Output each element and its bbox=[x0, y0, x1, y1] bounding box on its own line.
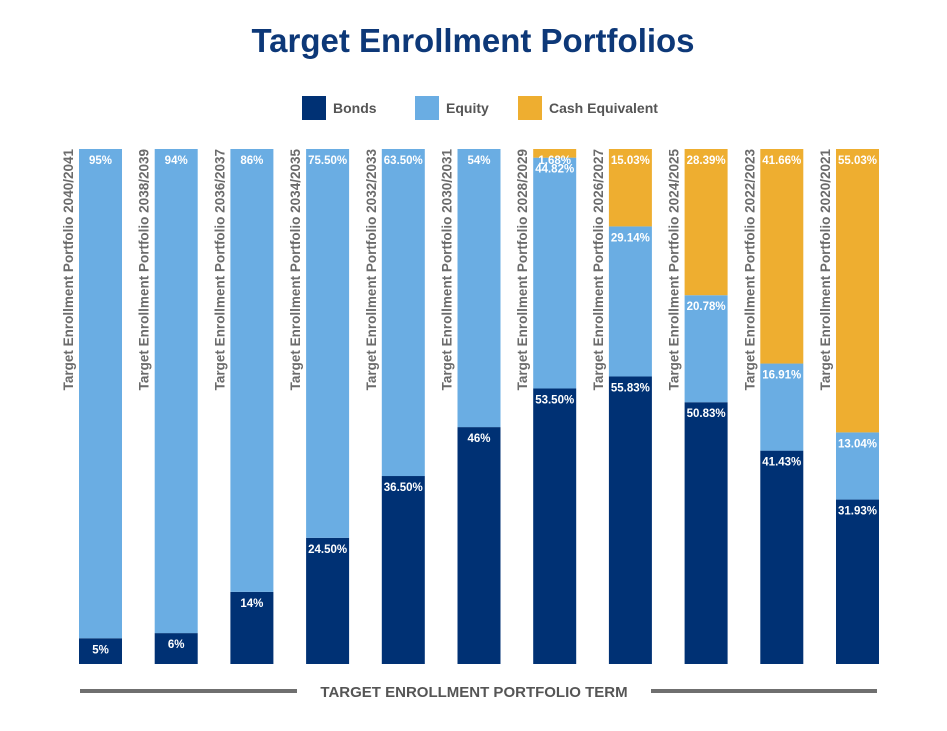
category-label: Target Enrollment Portfolio 2022/2023 bbox=[742, 149, 757, 391]
bar-segment-bonds bbox=[760, 450, 804, 664]
data-label-equity: 20.78% bbox=[687, 301, 726, 313]
legend-swatch-cash-equivalent bbox=[518, 96, 542, 120]
category-label: Target Enrollment Portfolio 2030/2031 bbox=[440, 149, 455, 391]
legend-label-cash-equivalent: Cash Equivalent bbox=[549, 100, 658, 116]
data-label-bonds: 6% bbox=[168, 639, 185, 651]
legend: Bonds Equity Cash Equivalent bbox=[302, 96, 658, 120]
bar-segment-equity bbox=[154, 149, 198, 634]
chart-title: Target Enrollment Portfolios bbox=[251, 22, 694, 59]
bar-segment-bonds bbox=[306, 537, 350, 664]
category-label: Target Enrollment Portfolio 2020/2021 bbox=[818, 149, 833, 391]
bar-segment-cash-equivalent bbox=[836, 149, 879, 433]
data-label-bonds: 31.93% bbox=[838, 506, 877, 518]
bar-segment-bonds bbox=[684, 402, 728, 664]
data-label-bonds: 5% bbox=[92, 644, 109, 656]
data-label-equity: 75.50% bbox=[308, 155, 347, 167]
bar-segment-cash-equivalent bbox=[684, 149, 728, 296]
bars-group: 5% 95% 6% 94% 14% 86% 24.50% 75.50% 36.50% 63.50%… bbox=[79, 149, 879, 664]
bar-segment-bonds bbox=[533, 388, 577, 664]
data-label-equity: 94% bbox=[165, 155, 188, 167]
data-label-bonds: 24.50% bbox=[308, 544, 347, 556]
data-label-bonds: 53.50% bbox=[535, 394, 574, 406]
x-axis-title: TARGET ENROLLMENT PORTFOLIO TERM bbox=[320, 684, 627, 701]
data-label-cash-equivalent: 15.03% bbox=[611, 155, 650, 167]
category-label: Target Enrollment Portfolio 2032/2033 bbox=[364, 149, 379, 391]
data-label-bonds: 55.83% bbox=[611, 382, 650, 394]
bar-segment-cash-equivalent bbox=[533, 149, 577, 158]
category-label: Target Enrollment Portfolio 2040/2041 bbox=[61, 149, 76, 391]
category-label: Target Enrollment Portfolio 2036/2037 bbox=[212, 149, 227, 390]
bar-segment-equity bbox=[381, 149, 425, 477]
data-label-bonds: 36.50% bbox=[384, 482, 423, 494]
bar-segment-equity bbox=[457, 149, 501, 428]
bar-segment-equity bbox=[230, 149, 274, 592]
data-label-equity: 86% bbox=[240, 155, 263, 167]
bar-segment-cash-equivalent bbox=[608, 149, 652, 227]
legend-label-bonds: Bonds bbox=[333, 100, 377, 116]
data-label-equity: 44.82% bbox=[535, 164, 574, 176]
legend-swatch-bonds bbox=[302, 96, 326, 120]
category-label: Target Enrollment Portfolio 2038/2039 bbox=[137, 149, 152, 390]
bar-segment-equity bbox=[306, 149, 350, 538]
bar-segment-equity bbox=[760, 363, 804, 451]
bar-segment-bonds bbox=[457, 427, 501, 664]
category-label: Target Enrollment Portfolio 2028/2029 bbox=[515, 149, 530, 390]
bar-segment-bonds bbox=[608, 376, 652, 664]
data-label-cash-equivalent: 55.03% bbox=[838, 155, 877, 167]
category-label: Target Enrollment Portfolio 2024/2025 bbox=[667, 149, 682, 391]
legend-swatch-equity bbox=[415, 96, 439, 120]
bar-segment-bonds bbox=[79, 638, 122, 664]
data-label-bonds: 41.43% bbox=[762, 457, 801, 469]
data-label-cash-equivalent: 28.39% bbox=[687, 155, 726, 167]
data-label-equity: 63.50% bbox=[384, 155, 423, 167]
data-label-equity: 95% bbox=[89, 155, 112, 167]
bar-segment-equity bbox=[684, 295, 728, 403]
data-label-equity: 16.91% bbox=[762, 370, 801, 382]
data-label-bonds: 46% bbox=[467, 433, 490, 445]
bar-segment-equity bbox=[79, 149, 122, 639]
bar-segment-equity bbox=[608, 226, 652, 377]
bar-segment-bonds bbox=[381, 476, 425, 664]
category-label: Target Enrollment Portfolio 2026/2027 bbox=[591, 149, 606, 390]
bar-segment-cash-equivalent bbox=[760, 149, 804, 364]
data-label-equity: 54% bbox=[467, 155, 490, 167]
data-label-equity: 13.04% bbox=[838, 438, 877, 450]
category-labels-group: Target Enrollment Portfolio 2040/2041 Tar… bbox=[61, 149, 833, 391]
data-label-cash-equivalent: 1.68% bbox=[538, 155, 571, 167]
bar-segment-equity bbox=[836, 432, 879, 500]
data-label-bonds: 50.83% bbox=[687, 408, 726, 420]
data-label-equity: 29.14% bbox=[611, 232, 650, 244]
data-label-bonds: 14% bbox=[240, 598, 263, 610]
category-label: Target Enrollment Portfolio 2034/2035 bbox=[288, 149, 303, 391]
bar-segment-equity bbox=[533, 157, 577, 389]
legend-label-equity: Equity bbox=[446, 100, 489, 116]
bar-segment-bonds bbox=[154, 633, 198, 664]
bar-segment-bonds bbox=[836, 499, 879, 664]
data-label-cash-equivalent: 41.66% bbox=[762, 155, 801, 167]
bar-segment-bonds bbox=[230, 591, 274, 664]
